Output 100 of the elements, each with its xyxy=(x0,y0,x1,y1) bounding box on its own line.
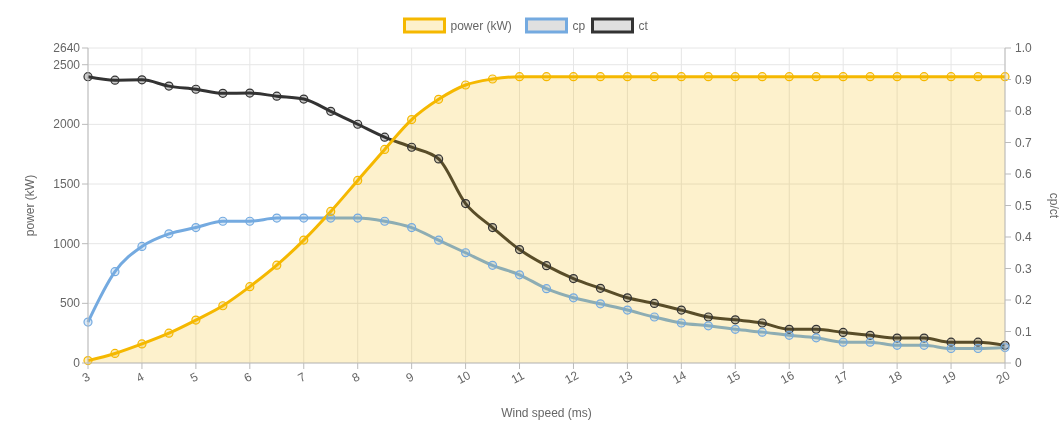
point xyxy=(595,72,606,82)
point xyxy=(865,72,875,82)
point xyxy=(595,299,606,309)
point xyxy=(703,312,713,322)
point xyxy=(838,72,848,82)
point xyxy=(299,213,309,223)
point xyxy=(784,330,794,340)
point xyxy=(946,72,956,82)
point xyxy=(137,339,147,349)
point xyxy=(110,267,120,277)
point xyxy=(191,222,201,233)
legend-label: ct xyxy=(638,19,649,33)
point xyxy=(757,327,767,337)
point xyxy=(730,315,740,325)
point xyxy=(514,270,525,280)
point xyxy=(541,284,552,294)
point xyxy=(299,94,309,104)
point xyxy=(110,75,120,85)
y-tick-label: 2640 xyxy=(53,41,81,55)
y2-tick-label: 0.3 xyxy=(1015,261,1033,276)
point xyxy=(919,72,929,82)
legend-label: cp xyxy=(572,19,586,33)
point xyxy=(595,283,606,293)
x-tick-label: 11 xyxy=(508,368,527,387)
y2-tick-label: 0 xyxy=(1015,356,1022,370)
x-tick-label: 17 xyxy=(832,368,851,387)
point xyxy=(811,333,821,343)
point xyxy=(191,84,201,94)
point xyxy=(380,144,390,155)
point xyxy=(676,305,686,315)
point xyxy=(892,72,902,82)
point xyxy=(460,248,471,258)
point xyxy=(272,213,282,223)
point xyxy=(245,216,255,226)
point xyxy=(110,348,120,359)
y2-tick-label: 0.7 xyxy=(1015,135,1033,150)
point xyxy=(487,74,498,84)
point xyxy=(568,273,579,284)
point xyxy=(407,142,417,152)
x-tick-label: 6 xyxy=(241,369,255,386)
point xyxy=(380,132,390,142)
point xyxy=(164,328,174,338)
y2-tick-label: 0.1 xyxy=(1015,324,1033,339)
point xyxy=(784,72,794,82)
point xyxy=(245,282,255,292)
point xyxy=(892,340,902,350)
point xyxy=(353,119,363,129)
point xyxy=(757,318,767,328)
point xyxy=(622,293,633,303)
point xyxy=(460,199,471,209)
point xyxy=(919,340,929,350)
y-tick-label: 2000 xyxy=(53,117,81,132)
x-tick-label: 14 xyxy=(670,368,689,387)
point xyxy=(973,343,983,354)
point xyxy=(757,72,767,82)
x-tick-label: 12 xyxy=(562,368,582,387)
x-tick-label: 16 xyxy=(778,368,797,387)
point xyxy=(973,72,983,82)
y-axis-title: power (kW) xyxy=(23,174,37,237)
y2-tick-label: 0.2 xyxy=(1015,293,1033,307)
y2-tick-label: 0.8 xyxy=(1015,104,1033,118)
point xyxy=(460,80,471,90)
point xyxy=(299,235,309,245)
x-axis-title: Wind speed (ms) xyxy=(501,406,592,420)
legend-label: power (kW) xyxy=(450,19,512,33)
point xyxy=(407,222,417,233)
point xyxy=(568,293,579,303)
x-tick-label: 7 xyxy=(295,369,309,386)
point xyxy=(622,72,633,82)
point xyxy=(676,318,686,328)
x-tick-label: 8 xyxy=(349,369,363,386)
x-tick-label: 18 xyxy=(886,368,905,387)
point xyxy=(649,312,659,322)
point xyxy=(703,72,713,82)
y2-tick-label: 0.9 xyxy=(1015,72,1033,87)
y-tick-label: 1500 xyxy=(53,177,81,192)
point xyxy=(218,88,228,98)
y2-tick-label: 0.6 xyxy=(1015,167,1033,181)
point xyxy=(487,260,498,270)
point xyxy=(487,222,498,233)
point xyxy=(838,327,848,338)
point xyxy=(218,216,228,226)
point xyxy=(946,343,956,354)
point xyxy=(622,305,633,315)
point xyxy=(514,245,525,255)
point xyxy=(865,337,875,347)
point xyxy=(326,106,336,116)
point xyxy=(407,114,417,125)
point xyxy=(353,213,363,223)
point xyxy=(649,298,659,309)
y2-axis-title: cp/ct xyxy=(1047,192,1061,219)
x-tick-label: 9 xyxy=(403,369,417,386)
point xyxy=(730,72,740,82)
point xyxy=(164,229,174,239)
x-tick-label: 20 xyxy=(993,368,1013,387)
x-tick-label: 19 xyxy=(940,368,959,387)
point xyxy=(703,321,713,331)
point xyxy=(272,91,282,101)
point xyxy=(380,216,390,226)
point xyxy=(811,324,821,334)
